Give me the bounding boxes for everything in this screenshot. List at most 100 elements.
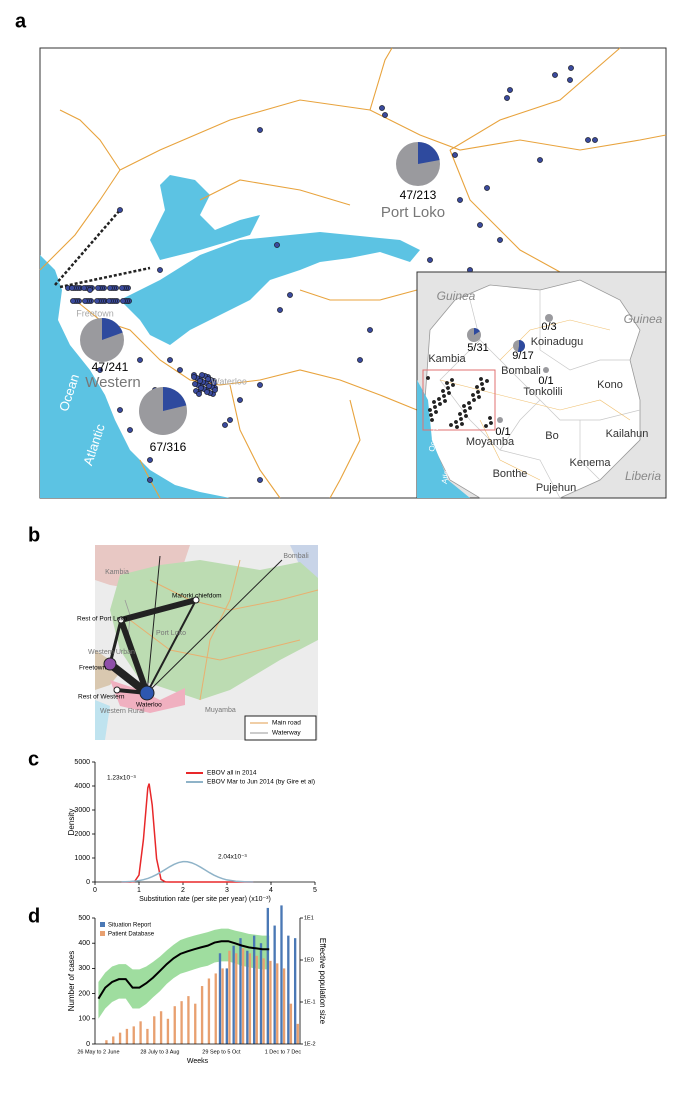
bar	[248, 953, 252, 1044]
case-dot	[552, 72, 558, 78]
case-dot	[94, 298, 100, 304]
case-dot	[106, 298, 112, 304]
case-dot	[459, 417, 463, 421]
x-tick-label: 1 Dec to 7 Dec	[265, 1049, 302, 1055]
legend-swatch	[100, 922, 105, 927]
case-dot	[432, 400, 436, 404]
case-dot	[87, 287, 93, 293]
y2-tick-label: 1E-2	[304, 1041, 316, 1047]
bar	[132, 1026, 135, 1044]
region-label: Port Loko	[156, 630, 186, 637]
road	[149, 579, 319, 611]
road	[449, 149, 561, 273]
bar	[173, 1006, 176, 1044]
case-dot	[97, 367, 103, 373]
case-dot	[484, 185, 490, 191]
bar	[241, 948, 245, 1044]
legend-box	[244, 715, 317, 741]
pie-slice	[418, 142, 440, 164]
y-tick-label: 400	[78, 940, 90, 947]
zoom-box	[422, 369, 496, 431]
case-dot	[117, 207, 123, 213]
region	[290, 545, 318, 578]
place-label: Guinea	[624, 312, 663, 326]
panel-label: a	[15, 10, 27, 32]
ocean	[95, 700, 110, 740]
case-dot	[489, 421, 493, 425]
region-label: Western Urban	[88, 649, 135, 656]
case-dot	[464, 414, 468, 418]
road	[59, 109, 121, 171]
case-dot	[488, 416, 492, 420]
case-dot	[441, 389, 445, 393]
y-tick-label: 2000	[74, 831, 90, 838]
case-dot	[471, 393, 475, 397]
node-label: Rest of Western	[78, 694, 125, 701]
bar	[232, 945, 235, 1044]
case-dot	[451, 383, 455, 387]
y-tick-label: 100	[78, 1016, 90, 1023]
flow-edge	[146, 599, 197, 694]
bar	[214, 973, 217, 1044]
legend-swatch	[100, 931, 105, 936]
case-dot	[568, 65, 574, 71]
case-dot	[205, 376, 211, 382]
case-dot	[177, 367, 183, 373]
case-dot	[277, 307, 283, 313]
case-dot	[257, 127, 263, 133]
bar	[273, 925, 276, 1044]
x-axis-label: Substitution rate (per site per year) (x…	[139, 896, 271, 903]
node-label: Freetown	[79, 665, 106, 672]
x-tick-label: 4	[269, 887, 273, 894]
case-dot	[567, 77, 573, 83]
case-dot	[507, 87, 513, 93]
case-dot	[137, 357, 143, 363]
x-tick-label: 29 Sep to 5 Oct	[202, 1049, 241, 1055]
case-dot	[428, 408, 432, 412]
place-label: Waterloo	[211, 376, 247, 386]
case-dot	[477, 222, 483, 228]
case-dot	[147, 457, 153, 463]
case-dot	[485, 379, 489, 383]
case-dot	[367, 327, 373, 333]
pie-label: 9/17	[512, 350, 533, 362]
case-dot	[147, 477, 153, 483]
bar	[280, 905, 283, 1044]
estuary	[120, 232, 420, 345]
case-dot	[476, 390, 480, 394]
place-label: Port Loko	[381, 204, 445, 221]
pie-label: 47/213	[400, 188, 437, 202]
panel-label: d	[28, 905, 40, 927]
y-tick-label: 3000	[74, 807, 90, 814]
case-dot	[445, 381, 449, 385]
road	[369, 47, 393, 111]
place-label: Western	[85, 374, 141, 391]
legend-label: EBOV Mar to Jun 2014 (by Gire et al)	[207, 779, 315, 786]
place-label: Kono	[597, 379, 623, 391]
case-dot	[227, 417, 233, 423]
flow-edge	[146, 555, 161, 694]
node	[192, 596, 200, 604]
case-dot	[443, 399, 447, 403]
inset-dots	[426, 376, 493, 429]
bar	[207, 978, 211, 1044]
annotation: 1.23x10⁻³	[107, 775, 137, 782]
bar	[266, 907, 269, 1044]
x-tick-label: 2	[181, 887, 185, 894]
flow-edge	[146, 559, 283, 694]
bar	[252, 935, 256, 1044]
case-dot	[107, 285, 113, 291]
case-dot	[460, 422, 464, 426]
bar	[262, 958, 265, 1044]
road	[479, 419, 541, 481]
dashed-link	[54, 209, 121, 286]
case-dot	[537, 157, 543, 163]
place-label: Kambia	[428, 353, 466, 365]
y-tick-label: 1000	[74, 855, 90, 862]
pie-label: 5/31	[467, 342, 488, 354]
place-label: Liberia	[625, 469, 661, 483]
case-dot	[70, 298, 76, 304]
region-label: Western Rural	[100, 708, 145, 715]
case-dot	[434, 410, 438, 414]
